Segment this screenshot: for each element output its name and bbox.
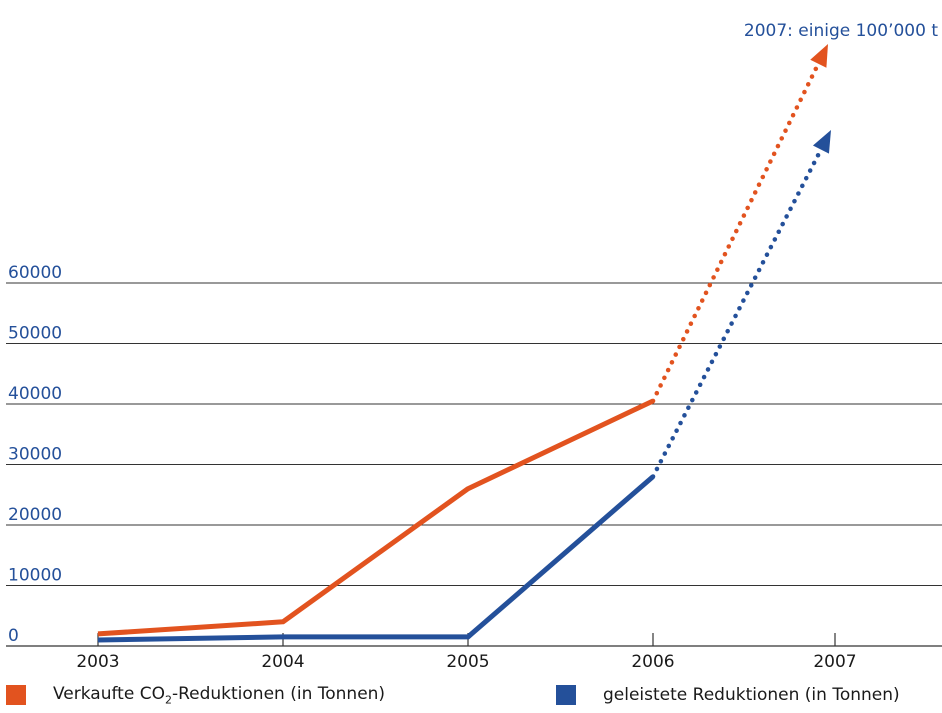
grid-lines [6, 282, 942, 586]
data-point [97, 633, 99, 635]
series-layer [97, 44, 831, 643]
y-tick-label: 50000 [8, 324, 62, 344]
data-point [467, 636, 469, 638]
legend-item-sold: Verkaufte CO2-Reduktionen (in Tonnen) [6, 682, 385, 708]
y-tick-label: 0 [8, 626, 19, 646]
projection-line [650, 147, 824, 479]
data-point [97, 639, 99, 641]
projection-arrowhead [812, 130, 831, 154]
y-axis-tick-labels: 0 10000 20000 30000 40000 50000 60000 [8, 263, 62, 646]
legend-swatch-sold [6, 685, 26, 705]
y-tick-label: 10000 [8, 566, 62, 586]
series-line [97, 474, 655, 643]
x-tick-label: 2006 [631, 652, 674, 672]
y-tick-label: 60000 [8, 263, 62, 283]
data-point [282, 636, 284, 638]
y-tick-label: 20000 [8, 505, 62, 525]
projection-line [650, 61, 821, 404]
x-tick-label: 2005 [446, 652, 489, 672]
projection-arrowhead [810, 44, 828, 68]
legend-label-delivered: geleistete Reduktionen (in Tonnen) [603, 685, 900, 705]
legend-label-sold: Verkaufte CO2-Reduktionen (in Tonnen) [53, 683, 386, 707]
projection-annotation: 2007: einige 100’000 t [744, 21, 938, 41]
x-tick-label: 2004 [261, 652, 304, 672]
series-line [97, 398, 655, 637]
data-point [467, 488, 469, 490]
data-point [282, 621, 284, 623]
legend-swatch-delivered [556, 685, 576, 705]
legend-item-delivered: geleistete Reduktionen (in Tonnen) [556, 682, 900, 708]
x-tick-label: 2003 [76, 652, 119, 672]
y-tick-label: 40000 [8, 384, 62, 404]
y-tick-label: 30000 [8, 445, 62, 465]
x-tick-label: 2007 [813, 652, 856, 672]
